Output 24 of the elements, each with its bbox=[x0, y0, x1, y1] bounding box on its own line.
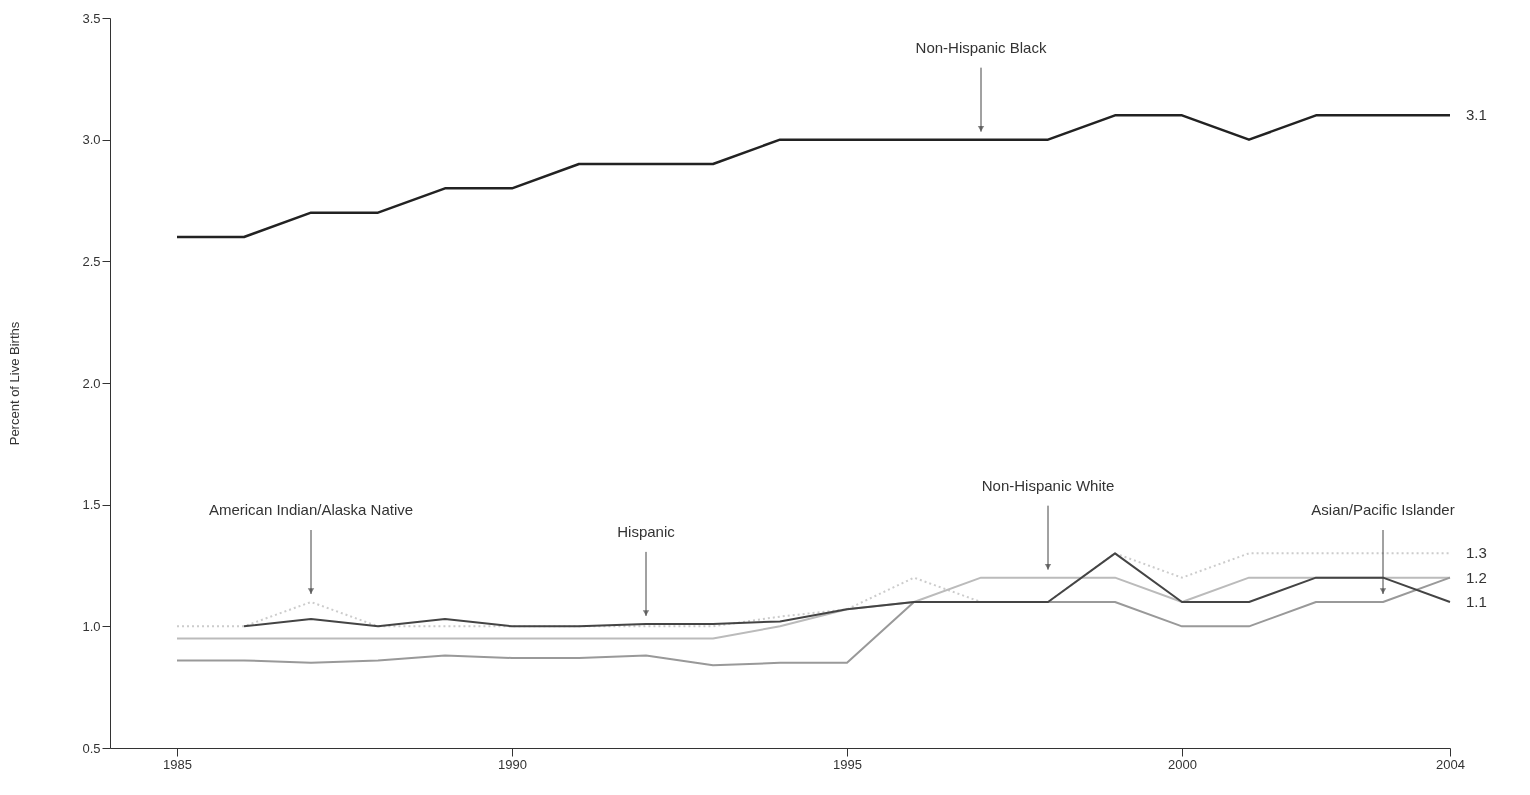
x-tick-label: 1985 bbox=[163, 756, 192, 772]
line-series bbox=[176, 576, 1451, 667]
y-tick-label: 3.5 bbox=[82, 10, 101, 26]
annotation: Asian/Pacific Islander bbox=[1311, 501, 1455, 518]
y-tick-label: 2.5 bbox=[82, 253, 101, 269]
annotation: Non-Hispanic Black bbox=[915, 38, 1047, 56]
annotation: Hispanic bbox=[617, 522, 676, 540]
annotation: Non-Hispanic White bbox=[981, 476, 1115, 494]
line-series bbox=[175, 114, 1452, 239]
y-tick-label: 1.5 bbox=[82, 497, 101, 513]
x-tick-label: 1995 bbox=[833, 756, 862, 772]
annotation: American Indian/Alaska Native bbox=[208, 501, 414, 518]
data-label: 1.2 bbox=[1466, 568, 1487, 586]
data-label: 1.1 bbox=[1466, 593, 1487, 610]
x-tick-label: 2004 bbox=[1436, 756, 1465, 772]
y-tick-label: 0.5 bbox=[82, 740, 101, 756]
y-axis-title: Percent of Live Births bbox=[7, 321, 23, 446]
y-tick-label: 1.0 bbox=[82, 618, 101, 634]
y-tick-label: 2.0 bbox=[82, 375, 101, 391]
data-label: 1.3 bbox=[1466, 544, 1487, 562]
x-tick-label: 1990 bbox=[498, 756, 527, 772]
y-tick-label: 3.0 bbox=[82, 132, 101, 148]
data-label: 3.1 bbox=[1466, 106, 1487, 124]
x-tick-label: 2000 bbox=[1168, 756, 1197, 772]
